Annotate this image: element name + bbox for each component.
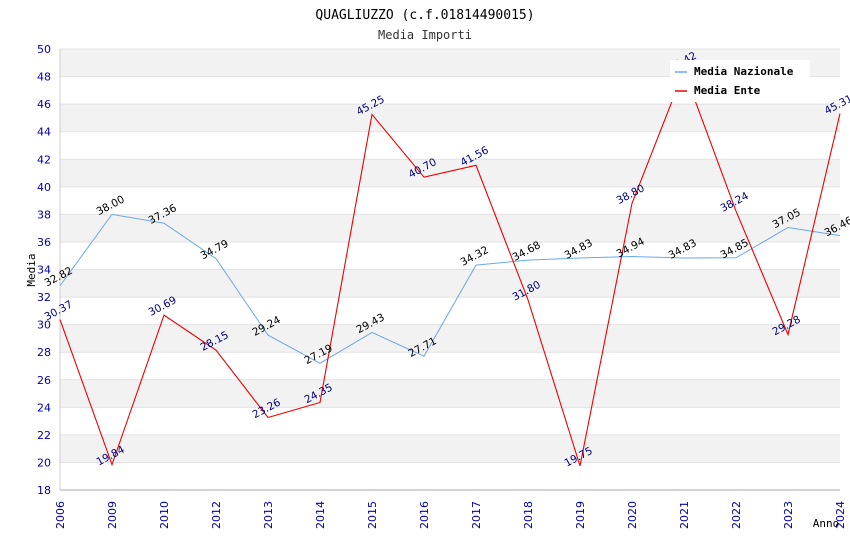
x-tick-label: 2023 — [782, 501, 795, 529]
y-tick-label: 24 — [37, 401, 51, 414]
y-tick-label: 38 — [37, 208, 51, 221]
plot-band — [60, 241, 840, 270]
x-tick-label: 2015 — [366, 501, 379, 529]
x-tick-label: 2024 — [834, 501, 847, 529]
legend-label-nazionale: Media Nazionale — [694, 65, 794, 78]
legend-label-ente: Media Ente — [694, 84, 761, 97]
x-tick-label: 2006 — [54, 501, 67, 529]
y-tick-label: 26 — [37, 374, 51, 387]
plot-band — [60, 462, 840, 490]
x-tick-label: 2014 — [314, 501, 327, 529]
chart-subtitle: Media Importi — [378, 28, 472, 42]
y-tick-label: 46 — [37, 98, 51, 111]
plot-band — [60, 159, 840, 187]
x-tick-label: 2022 — [730, 501, 743, 529]
y-tick-label: 36 — [37, 236, 51, 249]
y-tick-label: 18 — [37, 484, 51, 497]
chart-title: QUAGLIUZZO (c.f.01814490015) — [315, 8, 534, 23]
x-tick-label: 2016 — [418, 501, 431, 529]
y-tick-label: 48 — [37, 71, 51, 84]
x-tick-label: 2020 — [626, 501, 639, 529]
series-line-ente — [59, 69, 841, 467]
plot-band — [60, 186, 840, 215]
plot-band — [60, 352, 840, 380]
x-tick-label: 2013 — [262, 501, 275, 529]
plot-band — [60, 324, 840, 353]
plot-band — [60, 379, 840, 408]
x-tick-label: 2012 — [210, 501, 223, 529]
y-tick-label: 42 — [37, 153, 51, 166]
x-tick-label: 2009 — [106, 501, 119, 529]
plot-band — [60, 434, 840, 463]
plot-band — [60, 214, 840, 242]
y-axis-label: Media — [25, 253, 38, 286]
y-tick-label: 40 — [37, 181, 51, 194]
plot-band — [60, 131, 840, 160]
y-tick-label: 30 — [37, 319, 51, 332]
legend: Media Nazionale Media Ente — [670, 60, 810, 102]
x-tick-label: 2010 — [158, 501, 171, 529]
plot-band — [60, 269, 840, 298]
plot-band — [60, 104, 840, 132]
legend-box — [670, 60, 810, 102]
plot-band — [60, 407, 840, 435]
x-tick-label: 2018 — [522, 501, 535, 529]
y-tick-label: 20 — [37, 456, 51, 469]
y-tick-label: 22 — [37, 429, 51, 442]
x-tick-label: 2019 — [574, 501, 587, 529]
y-tick-label: 32 — [37, 291, 51, 304]
grid-lines — [60, 48, 840, 491]
y-tick-label: 34 — [37, 264, 51, 277]
series-line-nazionale — [59, 213, 841, 364]
x-axis-label: Anno — [813, 517, 840, 530]
x-tick-label: 2021 — [678, 501, 691, 529]
y-tick-labels: 18 20 22 24 26 28 30 32 34 36 38 40 42 44 46 48 50 — [37, 43, 51, 497]
plot-background-bands — [60, 49, 840, 490]
y-tick-label: 44 — [37, 126, 51, 139]
y-tick-label: 28 — [37, 346, 51, 359]
x-tick-labels: 2006 2009 2010 2012 2013 2014 2015 2016 2017 2018… — [54, 501, 847, 529]
y-tick-label: 50 — [37, 43, 51, 56]
series-lines — [59, 69, 841, 467]
x-tick-label: 2017 — [470, 501, 483, 529]
